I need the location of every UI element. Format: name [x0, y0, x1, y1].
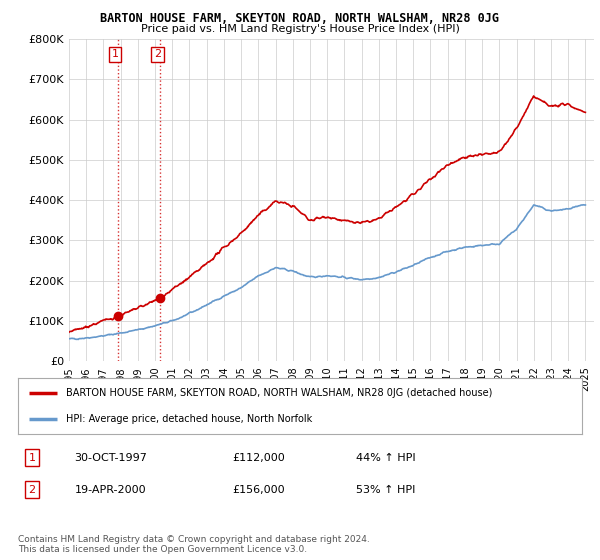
Text: BARTON HOUSE FARM, SKEYTON ROAD, NORTH WALSHAM, NR28 0JG (detached house): BARTON HOUSE FARM, SKEYTON ROAD, NORTH W…: [66, 388, 493, 398]
Text: 2: 2: [154, 49, 161, 59]
Text: 2: 2: [29, 485, 35, 495]
Text: Price paid vs. HM Land Registry's House Price Index (HPI): Price paid vs. HM Land Registry's House …: [140, 24, 460, 34]
Text: £156,000: £156,000: [232, 485, 285, 495]
Text: 1: 1: [112, 49, 119, 59]
Text: 44% ↑ HPI: 44% ↑ HPI: [356, 452, 416, 463]
Text: £112,000: £112,000: [232, 452, 285, 463]
Text: HPI: Average price, detached house, North Norfolk: HPI: Average price, detached house, Nort…: [66, 414, 312, 424]
Text: 19-APR-2000: 19-APR-2000: [74, 485, 146, 495]
Text: 53% ↑ HPI: 53% ↑ HPI: [356, 485, 416, 495]
Text: Contains HM Land Registry data © Crown copyright and database right 2024.
This d: Contains HM Land Registry data © Crown c…: [18, 535, 370, 554]
Text: 30-OCT-1997: 30-OCT-1997: [74, 452, 147, 463]
Text: BARTON HOUSE FARM, SKEYTON ROAD, NORTH WALSHAM, NR28 0JG: BARTON HOUSE FARM, SKEYTON ROAD, NORTH W…: [101, 12, 499, 25]
Text: 1: 1: [29, 452, 35, 463]
